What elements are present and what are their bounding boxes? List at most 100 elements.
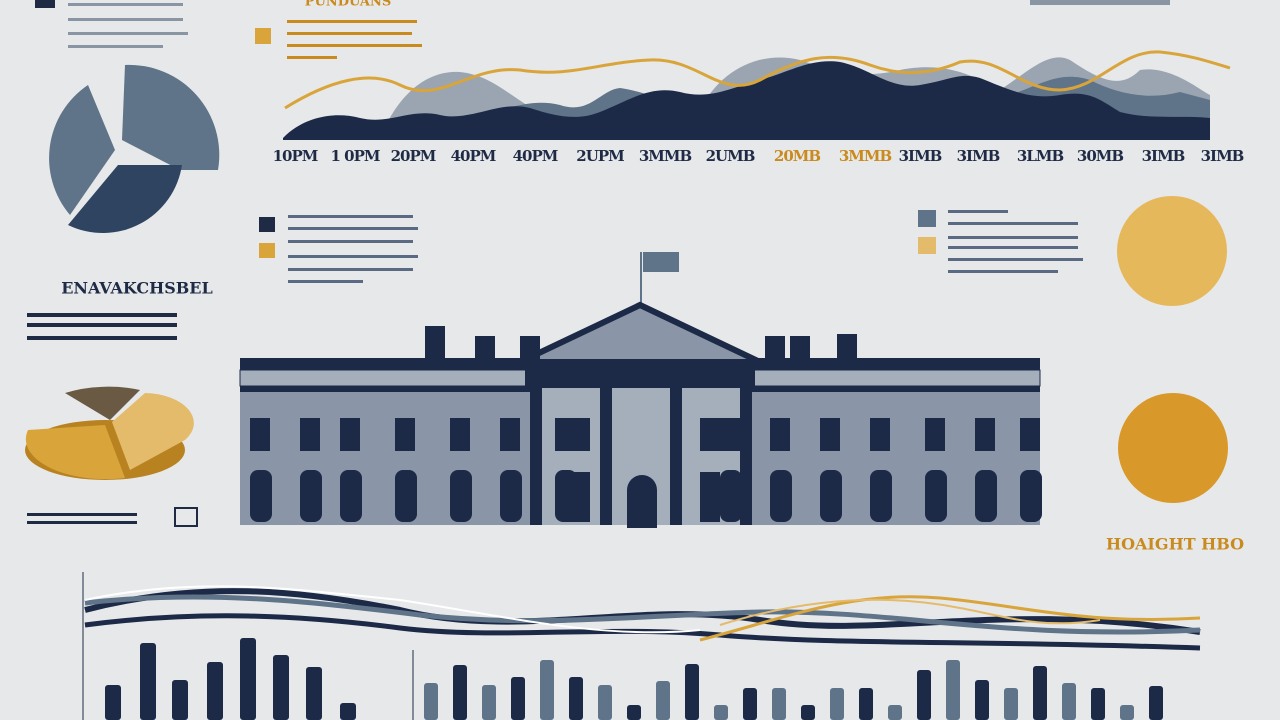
- timeline-label: 20PM: [391, 147, 436, 165]
- bar: [946, 660, 960, 720]
- window: [450, 418, 470, 451]
- bar: [772, 688, 786, 720]
- timeline-label: 40PM: [513, 147, 558, 165]
- bar: [172, 680, 188, 720]
- placeholder-text: [287, 20, 422, 59]
- door: [627, 475, 657, 528]
- window: [570, 472, 590, 522]
- circle-badge: [1117, 196, 1227, 306]
- bar: [1149, 686, 1163, 720]
- timeline-label: 2UPM: [576, 147, 624, 165]
- chimney: [425, 326, 445, 362]
- section-heading: HOAIGHT HBO: [1106, 535, 1244, 554]
- bar: [306, 667, 322, 720]
- legend-swatch: [255, 28, 271, 44]
- bar: [975, 680, 989, 720]
- bar: [240, 638, 256, 720]
- placeholder-text: [68, 0, 1170, 48]
- timeline-label: 20MB: [774, 147, 820, 165]
- window: [700, 472, 720, 522]
- window: [720, 418, 740, 451]
- window: [340, 418, 360, 451]
- window: [395, 470, 417, 522]
- bar: [1062, 683, 1076, 720]
- bar: [482, 685, 496, 720]
- timeline-label: 3MMB: [639, 147, 692, 165]
- bar: [1033, 666, 1047, 720]
- timeline: 10PM 1 0PM 20PM 40PM 40PM 2UPM 3MMB 2UMB 20MB 3MM…: [273, 147, 1245, 165]
- window: [395, 418, 415, 451]
- chimney: [765, 336, 785, 362]
- window: [700, 418, 720, 451]
- bar: [685, 664, 699, 720]
- line-bar-chart: [82, 572, 1201, 720]
- timeline-label: 30MB: [1077, 147, 1123, 165]
- window: [770, 470, 792, 522]
- window: [500, 470, 522, 522]
- bar: [424, 683, 438, 720]
- bar: [105, 685, 121, 720]
- bar: [340, 703, 356, 720]
- window: [300, 418, 320, 451]
- timeline-label: 3LMB: [1017, 147, 1064, 165]
- window: [450, 470, 472, 522]
- window: [570, 418, 590, 451]
- legend-swatch: [35, 0, 55, 8]
- window: [820, 418, 840, 451]
- bar: [1120, 705, 1134, 720]
- bar: [511, 677, 525, 720]
- timeline-label: 1 0PM: [331, 147, 380, 165]
- bar: [714, 705, 728, 720]
- area-chart: [283, 50, 1231, 140]
- chimney: [520, 336, 540, 362]
- bar: [830, 688, 844, 720]
- window: [820, 470, 842, 522]
- window: [925, 418, 945, 451]
- legend-swatch: [918, 210, 936, 227]
- bar: [540, 660, 554, 720]
- bar: [273, 655, 289, 720]
- column: [530, 385, 542, 525]
- timeline-label: 10PM: [273, 147, 318, 165]
- bar: [656, 681, 670, 720]
- bar: [801, 705, 815, 720]
- window: [975, 418, 995, 451]
- window: [870, 418, 890, 451]
- chimney: [475, 336, 495, 362]
- column: [600, 385, 612, 525]
- window: [250, 418, 270, 451]
- legend-swatch: [259, 243, 275, 258]
- timeline-label: 3IMB: [1201, 147, 1244, 165]
- legend-swatch: [259, 217, 275, 232]
- bar: [627, 705, 641, 720]
- chimney: [790, 336, 810, 362]
- bar: [453, 665, 467, 720]
- bar: [598, 685, 612, 720]
- circle-badge: [1118, 393, 1228, 503]
- bar: [569, 677, 583, 720]
- building: [239, 252, 1042, 528]
- pie-chart: [25, 386, 194, 480]
- window: [1020, 418, 1040, 451]
- title: PUNDUANS: [305, 0, 392, 10]
- placeholder-text: [27, 313, 198, 527]
- bar: [743, 688, 757, 720]
- bar: [207, 662, 223, 720]
- timeline-label: 3MMB: [839, 147, 892, 165]
- window: [925, 470, 947, 522]
- timeline-label: 40PM: [451, 147, 496, 165]
- bar: [1091, 688, 1105, 720]
- timeline-label: 3IMB: [1142, 147, 1185, 165]
- section-heading: ENAVAKCHSBEL: [61, 279, 213, 298]
- timeline-label: 2UMB: [706, 147, 755, 165]
- bar: [859, 688, 873, 720]
- window: [720, 470, 742, 522]
- timeline-label: 3IMB: [899, 147, 942, 165]
- window: [250, 470, 272, 522]
- column: [670, 385, 682, 525]
- bar: [888, 705, 902, 720]
- column: [740, 385, 752, 525]
- pie-chart: [49, 64, 220, 234]
- bar: [140, 643, 156, 720]
